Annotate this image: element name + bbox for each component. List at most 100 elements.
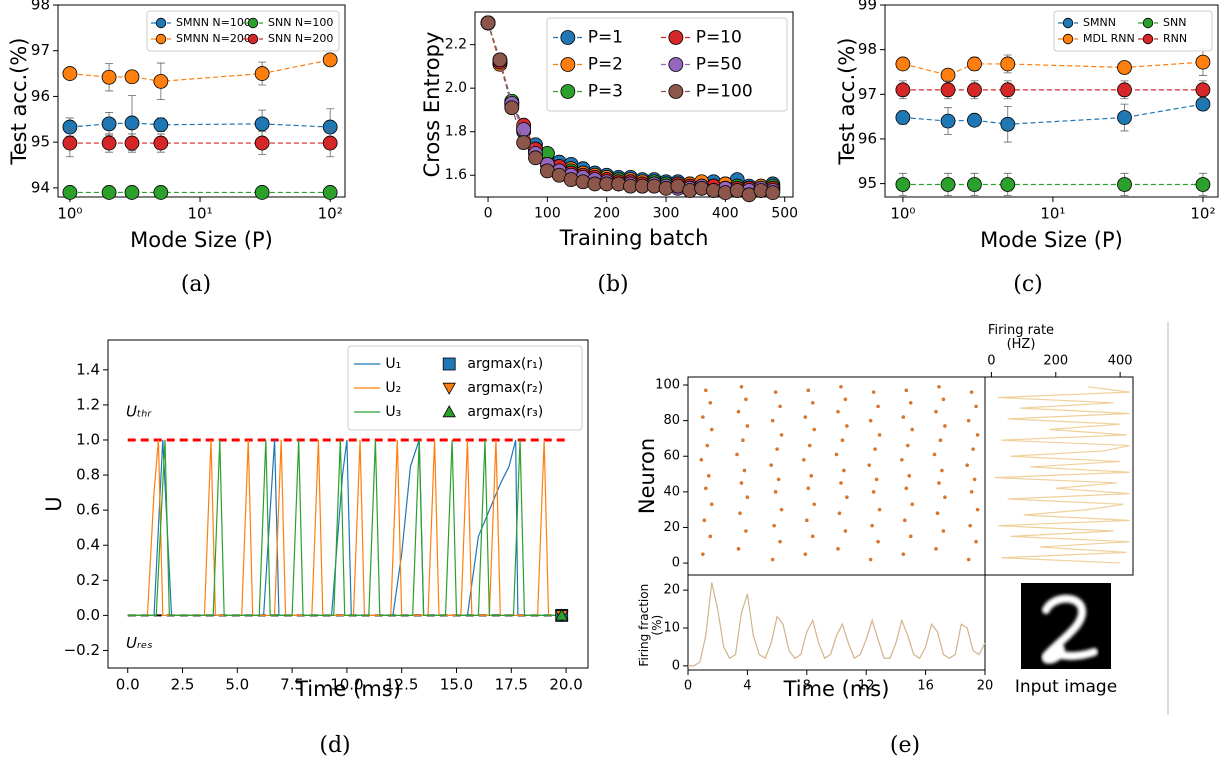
legend-marker xyxy=(155,33,167,45)
marker xyxy=(876,539,880,544)
legend-label: argmax(r₁) xyxy=(467,356,543,372)
reference-label: Uᵣₑₛ xyxy=(126,634,153,652)
marker xyxy=(101,69,117,85)
marker xyxy=(765,185,781,201)
legend-marker xyxy=(668,84,684,99)
x-tick-label: 20.0 xyxy=(549,676,582,694)
marker xyxy=(254,135,270,151)
marker xyxy=(1000,82,1016,98)
marker xyxy=(124,115,140,131)
legend-label: SNN N=200 xyxy=(268,32,333,45)
marker xyxy=(810,401,815,405)
marker xyxy=(708,534,713,539)
series-line xyxy=(127,439,567,616)
plot-frame xyxy=(687,376,986,576)
x-tick-label: 17.5 xyxy=(495,676,528,694)
legend-box xyxy=(146,10,340,52)
series-line xyxy=(902,61,1203,76)
marker xyxy=(1195,96,1211,112)
y-tick-label: 0.6 xyxy=(76,501,100,519)
marker xyxy=(904,388,909,393)
marker xyxy=(153,117,169,133)
marker xyxy=(839,481,843,485)
marker xyxy=(836,547,840,551)
marker xyxy=(895,177,911,192)
x-tick-label: 10¹ xyxy=(1040,205,1065,223)
marker xyxy=(895,82,911,98)
legend-marker xyxy=(247,17,259,29)
series-line xyxy=(688,582,986,667)
legend-label: SMNN N=100 xyxy=(176,16,251,29)
marker xyxy=(812,502,817,507)
marker xyxy=(967,177,982,192)
y-tick-label: 40 xyxy=(663,484,680,499)
y-tick-label: 1.2 xyxy=(76,395,100,413)
marker xyxy=(903,518,907,523)
x-tick-label: 16 xyxy=(917,678,934,693)
y-tick-label: 1.4 xyxy=(76,360,100,378)
y-axis-label: Test acc.(%) xyxy=(835,37,859,165)
marker xyxy=(873,447,877,451)
plot-frame xyxy=(884,4,1219,198)
x-tick-label: 12.5 xyxy=(385,676,418,694)
legend-marker xyxy=(155,17,167,29)
y-tick-label: 95 xyxy=(31,133,50,151)
marker xyxy=(704,388,708,393)
marker xyxy=(101,116,117,132)
marker xyxy=(938,438,943,443)
marker xyxy=(770,418,775,423)
legend-box xyxy=(347,345,583,431)
x-tick-label: 200 xyxy=(593,205,620,221)
plot-frame xyxy=(57,4,346,198)
marker xyxy=(770,557,775,562)
marker xyxy=(974,404,978,409)
x-tick-label: 10⁰ xyxy=(57,205,82,223)
marker xyxy=(910,427,915,432)
marker xyxy=(810,534,815,539)
x-tick-label: 8 xyxy=(803,678,811,693)
plot-frame xyxy=(687,574,986,671)
marker xyxy=(1000,177,1016,192)
marker xyxy=(704,486,708,491)
x-tick-label: 10² xyxy=(1190,205,1215,223)
marker xyxy=(895,110,911,125)
marker xyxy=(702,518,707,523)
marker xyxy=(769,463,773,467)
y-tick-label: 20 xyxy=(663,583,680,598)
legend-marker xyxy=(1142,17,1154,29)
marker xyxy=(778,404,782,409)
y-tick-label: 100 xyxy=(655,378,680,393)
marker xyxy=(940,82,956,98)
marker xyxy=(908,401,913,405)
legend-marker xyxy=(442,405,456,418)
caption: (c) xyxy=(1013,272,1043,297)
y-tick-label: −0.2 xyxy=(64,641,100,659)
marker xyxy=(966,557,971,562)
marker xyxy=(975,433,980,437)
legend-label: P=50 xyxy=(696,55,742,75)
marker xyxy=(974,539,978,544)
y-tick-label: 2.2 xyxy=(445,37,467,53)
x-tick-label: 100 xyxy=(534,205,561,221)
marker xyxy=(975,507,980,512)
marker xyxy=(744,529,748,533)
marker xyxy=(322,135,338,151)
y-tick-label: 95 xyxy=(858,174,877,192)
marker xyxy=(842,468,846,473)
marker xyxy=(941,529,946,533)
marker xyxy=(778,539,782,544)
x-axis-label: Mode Size (P) xyxy=(130,228,273,252)
marker xyxy=(738,511,742,516)
marker xyxy=(937,481,941,485)
marker xyxy=(837,511,842,516)
y-tick-label: 98 xyxy=(858,40,877,58)
marker xyxy=(870,523,874,528)
x-tick-label: 12 xyxy=(858,678,875,693)
y-tick-label: 0.4 xyxy=(76,536,100,554)
legend-label: SNN xyxy=(1163,16,1186,29)
marker xyxy=(910,502,915,507)
legend-label: U₃ xyxy=(385,404,401,420)
reference-label: Uₜₕᵣ xyxy=(126,402,152,420)
y-tick-label: 99 xyxy=(858,0,877,14)
